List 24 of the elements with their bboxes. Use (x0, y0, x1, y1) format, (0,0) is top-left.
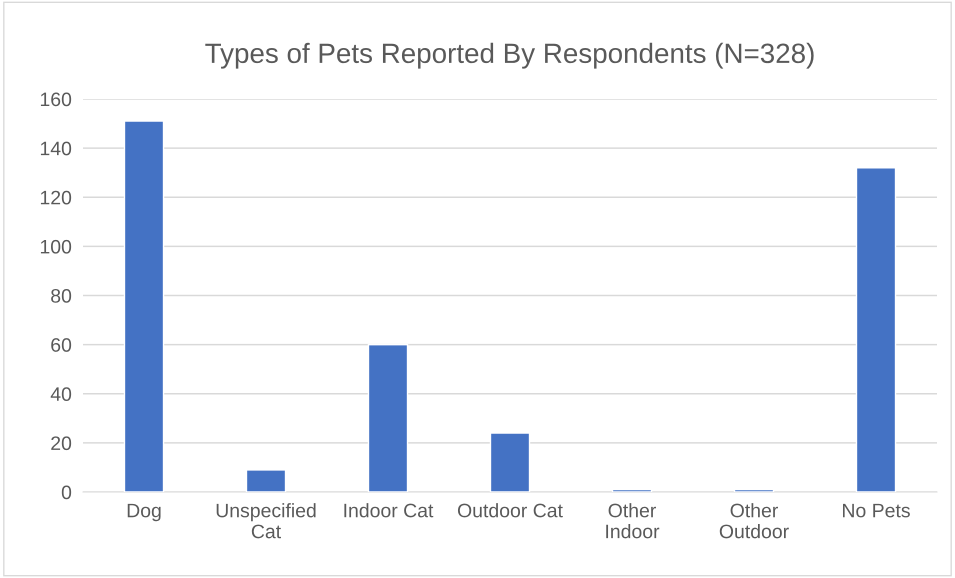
bar (246, 469, 286, 492)
x-tick-label: No Pets (843, 504, 910, 518)
x-tick-label: Other Outdoor (720, 503, 789, 538)
y-tick-label: 60 (51, 338, 72, 352)
bar (734, 488, 774, 492)
bar (124, 120, 164, 492)
bar (368, 344, 408, 492)
y-tick-label: 40 (50, 387, 72, 401)
y-tick-label: 0 (62, 485, 72, 500)
x-tick-label: Other Indoor (606, 503, 660, 538)
x-tick-label: Unspecified Cat (216, 503, 316, 538)
y-tick-label: 100 (40, 240, 72, 254)
bar (612, 488, 652, 492)
y-tick-label: 160 (40, 92, 72, 106)
y-tick-label: 80 (51, 288, 72, 303)
y-tick-label: 20 (51, 436, 72, 450)
y-tick-label: 120 (40, 190, 72, 204)
bar (490, 432, 530, 492)
bar (856, 167, 896, 492)
y-tick-label: 140 (40, 142, 72, 156)
chart-title: Types of Pets Reported By Respondents (N=328) (205, 42, 814, 69)
x-tick-label: Indoor Cat (344, 503, 434, 518)
x-tick-label: Outdoor Cat (458, 503, 563, 518)
x-tick-label: Dog (128, 504, 161, 522)
